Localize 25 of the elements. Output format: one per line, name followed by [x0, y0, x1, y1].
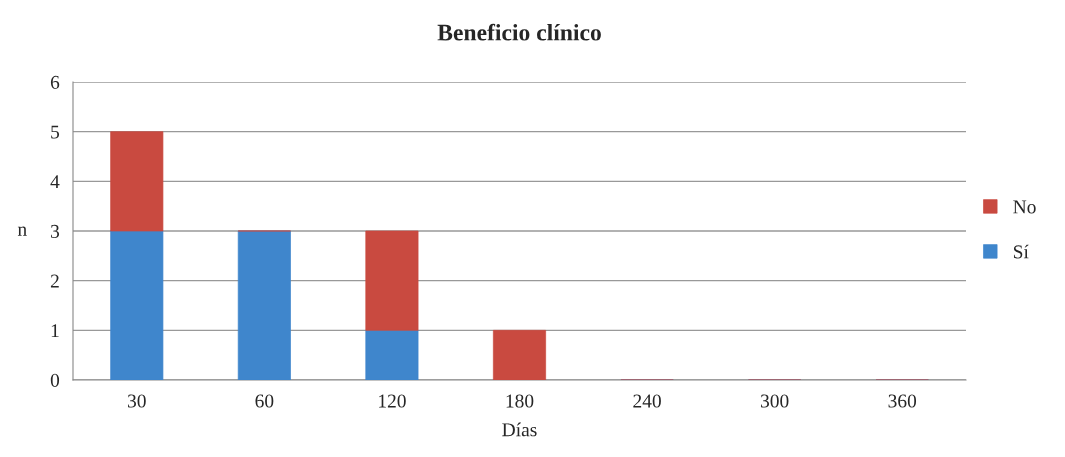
x-tick-label: 30 [127, 394, 146, 408]
bar [365, 230, 419, 331]
y-tick-label: 0 [50, 373, 60, 387]
x-tick-label: 60 [255, 394, 274, 408]
y-tick-label: 4 [50, 175, 60, 189]
chart-title: Beneficio clínico [437, 23, 601, 41]
bar [237, 230, 291, 380]
y-tick-label: 2 [50, 274, 59, 288]
y-tick-label: 3 [51, 224, 60, 238]
bar [365, 329, 419, 380]
x-tick-label: 240 [633, 394, 661, 408]
x-tick-label: 180 [506, 394, 534, 408]
legend-label: No [1013, 200, 1036, 214]
bar [493, 329, 546, 380]
x-tick-label: 120 [379, 394, 406, 408]
x-tick-label: 360 [888, 394, 917, 408]
y-axis-title: n [17, 226, 27, 236]
legend-label: Sí [1013, 244, 1029, 259]
bar [110, 230, 164, 380]
x-axis-title: Días [502, 422, 537, 437]
y-tick-label: 1 [51, 324, 59, 338]
bar [110, 131, 164, 232]
y-tick-label: 6 [50, 75, 60, 89]
x-tick-label: 300 [760, 394, 789, 408]
y-tick-label: 5 [51, 125, 60, 139]
